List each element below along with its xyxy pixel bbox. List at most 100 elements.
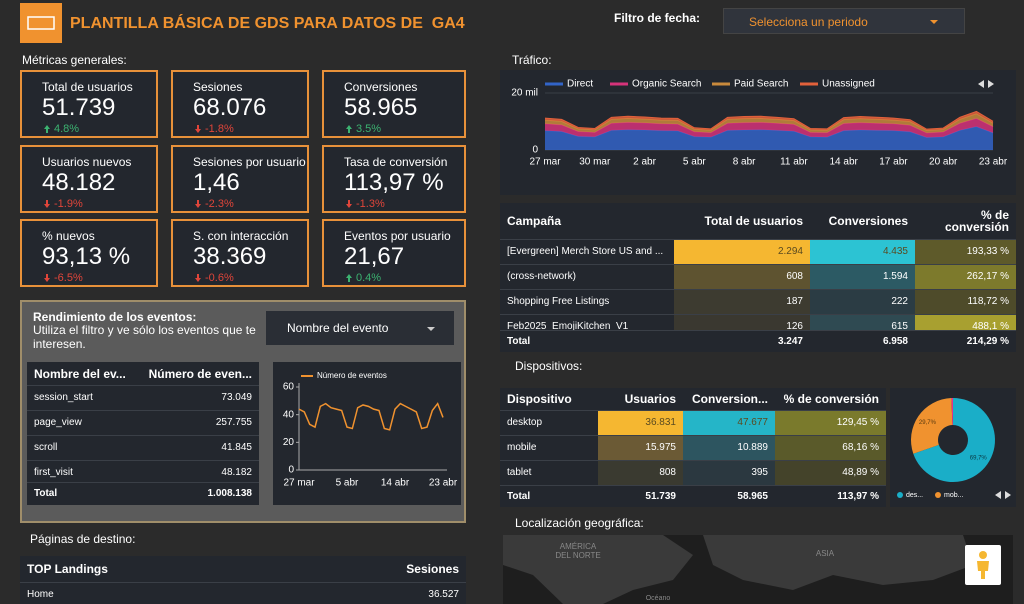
row-divider bbox=[500, 435, 886, 436]
pie-panel: 69,7% 29,7% des... mob... bbox=[890, 388, 1016, 507]
trend-arrow bbox=[195, 274, 201, 282]
total-row: Total 51.739 58.965 113,97 % bbox=[500, 485, 886, 507]
cell-text: 608 bbox=[786, 271, 803, 282]
total-cell: 214,29 % bbox=[966, 336, 1009, 347]
cell-text: 36.831 bbox=[645, 417, 676, 428]
x-tick-label: 23 abr bbox=[979, 157, 1008, 168]
x-tick-label: 17 abr bbox=[879, 157, 908, 168]
section-title: Páginas de destino: bbox=[30, 532, 136, 546]
x-tick-label: 11 abr bbox=[780, 157, 808, 168]
total-cell: 1.008.138 bbox=[207, 488, 253, 499]
section-title: Localización geográfica: bbox=[515, 516, 644, 530]
row-divider bbox=[500, 289, 1016, 290]
table-cell: 48.182 bbox=[135, 461, 259, 485]
table-cell: 36.831 bbox=[598, 411, 683, 435]
metric-value: 51.739 bbox=[42, 94, 116, 121]
cell-text: 68,16 % bbox=[842, 442, 879, 453]
table-cell: page_view bbox=[27, 411, 135, 435]
x-tick-label: 5 abr bbox=[683, 157, 706, 168]
metric-label: S. con interacción bbox=[193, 229, 289, 243]
legend-label: mob... bbox=[944, 492, 964, 499]
metric-label: Conversiones bbox=[344, 80, 418, 94]
column-header: Sesiones bbox=[406, 562, 459, 576]
metric-value: 58.965 bbox=[344, 94, 418, 121]
cell-text: page_view bbox=[34, 417, 82, 428]
slice-label: 29,7% bbox=[919, 420, 937, 426]
column-header: Número de even... bbox=[148, 366, 252, 381]
table: TOP Landings Sesiones Home 36.527 bbox=[20, 556, 466, 604]
metric-value: 68.076 bbox=[193, 94, 267, 121]
event-filter[interactable]: Nombre del evento bbox=[266, 311, 454, 345]
table-cell: 15.975 bbox=[598, 436, 683, 460]
metric-value: 48.182 bbox=[42, 169, 116, 196]
map-label: Océano bbox=[646, 595, 671, 602]
trend-arrow bbox=[44, 274, 50, 282]
total-cell: Total bbox=[34, 488, 58, 499]
table-cell: 257.755 bbox=[135, 411, 259, 435]
table-cell: 48,89 % bbox=[775, 461, 886, 485]
cell-text: 615 bbox=[891, 321, 908, 332]
cell-text: 488,1 % bbox=[972, 321, 1009, 332]
area-fill bbox=[545, 126, 993, 150]
table-cell: 10.889 bbox=[683, 436, 775, 460]
legend-label: Paid Search bbox=[734, 79, 788, 90]
table-cell: session_start bbox=[27, 386, 135, 410]
table-cell: Shopping Free Listings bbox=[500, 290, 674, 314]
date-filter[interactable]: Selecciona un periodo bbox=[723, 8, 965, 34]
pegman-head bbox=[979, 551, 987, 559]
row-divider bbox=[27, 460, 259, 461]
cell-text: 10.889 bbox=[737, 442, 768, 453]
total-cell: 6.958 bbox=[882, 336, 908, 347]
metric-label: Sesiones por usuario bbox=[193, 155, 306, 169]
metric-change: 0.4% bbox=[356, 272, 382, 284]
row-divider bbox=[500, 264, 1016, 265]
total-cell: 3.247 bbox=[777, 336, 803, 347]
cell-text: 222 bbox=[891, 296, 908, 307]
metric-change: -1.9% bbox=[54, 198, 83, 210]
section-title: Tráfico: bbox=[512, 53, 552, 67]
cell-text: Home bbox=[27, 589, 54, 600]
metric-card: S. con interacción 38.369 -0.6% bbox=[171, 219, 309, 287]
table: Campaña Total de usuarios Conversiones % de… bbox=[500, 203, 1016, 352]
cell-text: 257.755 bbox=[215, 417, 252, 428]
table-cell: mobile bbox=[500, 436, 598, 460]
cell-text: 41.845 bbox=[221, 442, 252, 453]
table: Dispositivo Usuarios Conversion... % de con… bbox=[500, 388, 886, 507]
column-header: TOP Landings bbox=[27, 562, 108, 576]
column-header: % de conversión bbox=[944, 208, 1009, 234]
column-header: Conversion... bbox=[691, 392, 768, 406]
cell-text: 118,72 % bbox=[967, 296, 1009, 307]
metric-change: -0.6% bbox=[205, 272, 234, 284]
metric-card: Sesiones 68.076 -1.8% bbox=[171, 70, 309, 138]
metric-card: Total de usuarios 51.739 4.8% bbox=[20, 70, 158, 138]
table-cell: 118,72 % bbox=[915, 290, 1016, 314]
trend-arrow bbox=[195, 125, 201, 133]
land bbox=[503, 535, 693, 604]
row-divider bbox=[27, 410, 259, 411]
cell-text: 36.527 bbox=[428, 589, 459, 600]
table-cell: 1.594 bbox=[810, 265, 915, 289]
cell-text: 262,17 % bbox=[966, 271, 1009, 282]
x-tick-label: 20 abr bbox=[929, 157, 958, 168]
y-tick-label: 60 bbox=[283, 382, 295, 393]
metric-card: Sesiones por usuario 1,46 -2.3% bbox=[171, 145, 309, 213]
metric-change: 3.5% bbox=[356, 123, 382, 135]
cell-text: 15.975 bbox=[645, 442, 676, 453]
metric-card: Tasa de conversión 113,97 % -1.3% bbox=[322, 145, 466, 213]
trend-arrow bbox=[346, 200, 352, 208]
caret bbox=[930, 20, 938, 24]
legend-label: Unassigned bbox=[822, 79, 875, 90]
metric-card: Conversiones 58.965 3.5% bbox=[322, 70, 466, 138]
arrow bbox=[44, 274, 50, 282]
cell-text: first_visit bbox=[34, 467, 73, 478]
table-cell: 41.845 bbox=[135, 436, 259, 460]
metric-value: 113,97 % bbox=[344, 169, 444, 196]
table-cell: 4.435 bbox=[810, 240, 915, 264]
trend-arrow bbox=[44, 125, 50, 133]
legend-dot bbox=[897, 492, 903, 498]
total-cell: 113,97 % bbox=[837, 491, 879, 502]
line bbox=[298, 402, 444, 431]
arrow bbox=[346, 274, 352, 282]
metric-label: Tasa de conversión bbox=[344, 155, 448, 169]
